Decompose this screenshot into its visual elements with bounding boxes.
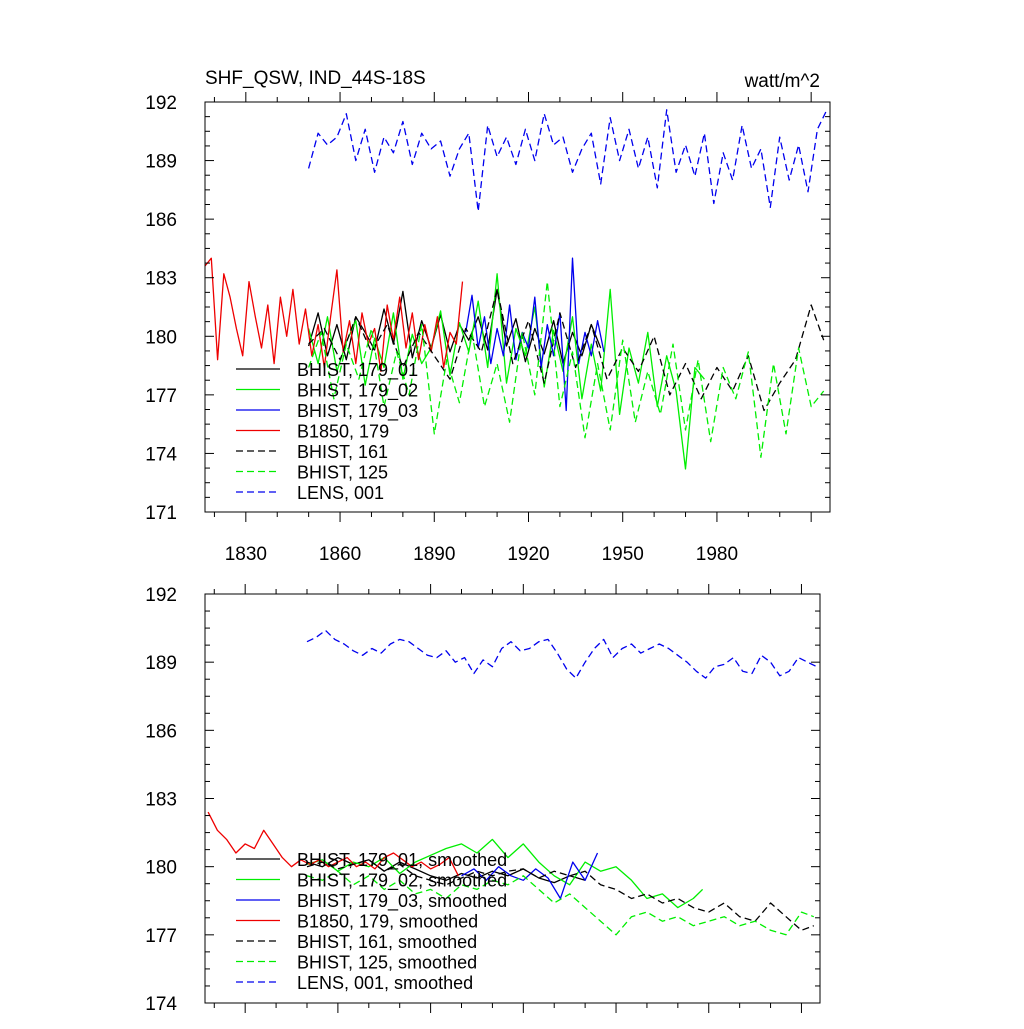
y-tick-label: 189: [145, 152, 177, 173]
x-tick-label: 1980: [696, 544, 738, 565]
series-line-1-6: [306, 629, 818, 679]
series-line-0-4: [308, 288, 825, 412]
units-label: watt/m^2: [744, 71, 820, 92]
x-tick-label: 1860: [319, 544, 361, 565]
legend-label: BHIST, 179_03: [297, 401, 418, 422]
y-tick-label: 183: [145, 790, 177, 811]
y-tick-label: 174: [145, 444, 177, 465]
series-line-0-5: [307, 280, 825, 458]
x-tick-label: 1950: [602, 544, 644, 565]
legend-label: LENS, 001: [297, 483, 384, 503]
y-tick-label: 192: [145, 93, 177, 114]
y-tick-label: 180: [145, 327, 177, 348]
y-tick-label: 180: [145, 858, 177, 879]
y-tick-label: 186: [145, 210, 177, 231]
legend-label: BHIST, 161: [297, 442, 388, 462]
series-line-1-2: [461, 852, 599, 900]
y-tick-label: 189: [145, 653, 177, 674]
y-tick-label: 192: [145, 585, 177, 606]
x-tick-label: 1890: [413, 544, 455, 565]
y-tick-label: 177: [145, 926, 177, 947]
legend-label: BHIST, 125, smoothed: [297, 953, 477, 973]
x-tick-label: 1920: [507, 544, 549, 565]
legend-label: BHIST, 125: [297, 463, 388, 483]
legend-label: BHIST, 179_02, smoothed: [297, 871, 507, 892]
series-line-1-4: [306, 859, 815, 931]
series-line-1-3: [207, 811, 459, 877]
legend-label: BHIST, 179_01, smoothed: [297, 850, 507, 871]
series-line-0-2: [465, 257, 605, 412]
chart-title: SHF_QSW, IND_44S-18S: [205, 68, 426, 89]
legend-label: B1850, 179: [297, 422, 389, 442]
y-tick-label: 183: [145, 269, 177, 290]
x-tick-label: 1830: [225, 544, 267, 565]
series-line-0-1: [307, 273, 705, 470]
series-line-1-5: [306, 870, 815, 936]
legend-label: BHIST, 179_02: [297, 381, 418, 402]
y-tick-label: 171: [145, 503, 177, 524]
legend-label: B1850, 179, smoothed: [297, 912, 478, 932]
y-tick-label: 174: [145, 994, 177, 1015]
top-panel: 192 189 186 183 180 177 174 171 1830 1860 1890 1920…: [145, 68, 831, 565]
y-tick-label: 186: [145, 721, 177, 742]
legend-label: BHIST, 179_03, smoothed: [297, 891, 507, 912]
series-line-0-3: [204, 257, 464, 373]
bottom-panel: 192 189 186 183 180 177 174 BHIST, 179_01, smoo…: [145, 584, 821, 1015]
legend-label: BHIST, 161, smoothed: [297, 932, 477, 952]
legend-label: LENS, 001, smoothed: [297, 973, 473, 993]
y-tick-label: 177: [145, 386, 177, 407]
legend-label: BHIST, 179_01: [297, 360, 418, 381]
